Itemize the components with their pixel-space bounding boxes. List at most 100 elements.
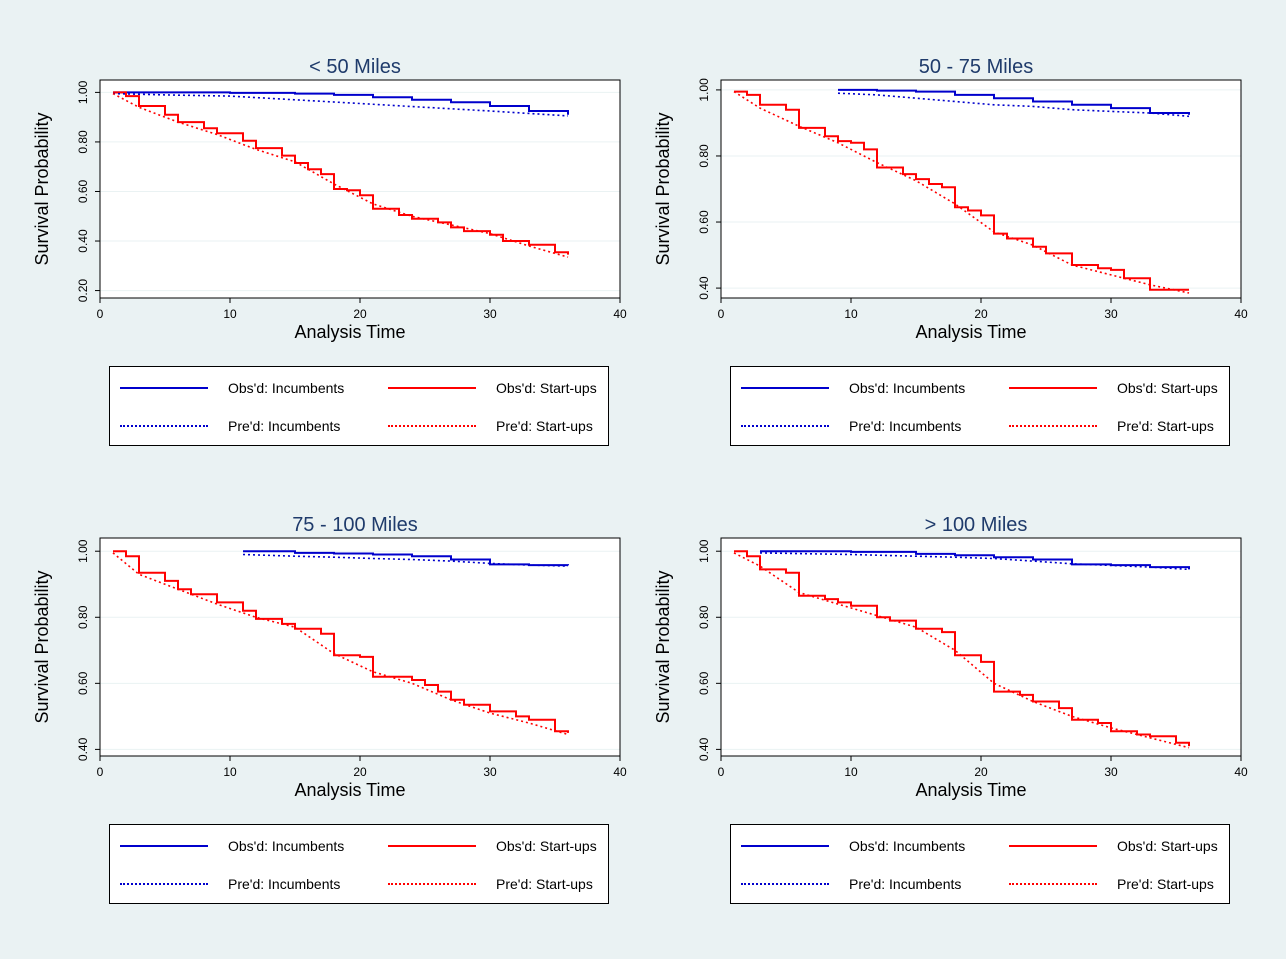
y-tick-label: 0.60 [76, 671, 90, 695]
legend-item-pred-incumbents: Pre'd: Incumbents [120, 874, 340, 894]
legend-item-obs-incumbents: Obs'd: Incumbents [120, 836, 344, 856]
plot-area [721, 80, 1241, 298]
x-tick-label: 0 [97, 765, 104, 779]
x-tick-label: 30 [483, 765, 497, 779]
legend-swatch [741, 425, 829, 427]
y-tick-label: 1.00 [697, 78, 711, 102]
legend: Obs'd: Incumbents Obs'd: Start-ups Pre'd: … [730, 824, 1230, 904]
y-tick-label: 0.20 [76, 279, 90, 303]
x-tick-label: 40 [1234, 307, 1248, 321]
y-tick-label: 1.00 [697, 539, 711, 563]
legend-label: Obs'd: Incumbents [228, 380, 345, 396]
y-tick-label: 0.60 [76, 179, 90, 203]
series-pre-d-incumbents [837, 92, 1190, 118]
legend-swatch [1009, 883, 1097, 885]
chart-title: < 50 Miles [309, 56, 401, 78]
legend-label: Pre'd: Start-ups [1117, 418, 1214, 434]
legend-item-pred-incumbents: Pre'd: Incumbents [120, 416, 340, 436]
x-tick-label: 40 [1234, 765, 1248, 779]
y-tick-label: 0.60 [697, 210, 711, 234]
legend-item-pred-startups: Pre'd: Start-ups [388, 874, 593, 894]
x-tick-label: 20 [974, 307, 988, 321]
legend-item-obs-startups: Obs'd: Start-ups [388, 378, 597, 398]
series-obs-d-start-ups [734, 90, 1189, 291]
series-pre-d-start-ups [733, 552, 1190, 749]
series-pre-d-start-ups [112, 92, 569, 258]
x-tick-label: 10 [223, 307, 237, 321]
series-obs-d-start-ups [113, 91, 569, 255]
y-tick-label: 0.40 [697, 737, 711, 761]
x-tick-label: 0 [718, 307, 725, 321]
x-tick-label: 30 [1104, 307, 1118, 321]
y-tick-label: 0.40 [76, 737, 90, 761]
y-tick-label: 0.80 [697, 144, 711, 168]
legend-item-obs-startups: Obs'd: Start-ups [1009, 836, 1218, 856]
legend-swatch [120, 387, 208, 389]
y-tick-label: 1.00 [76, 80, 90, 104]
series-pre-d-start-ups [112, 552, 569, 736]
x-axis-label: Analysis Time [915, 780, 1026, 800]
x-axis-label: Analysis Time [294, 322, 405, 342]
legend-swatch [388, 425, 476, 427]
legend-label: Pre'd: Start-ups [496, 418, 593, 434]
y-tick-label: 0.80 [76, 130, 90, 154]
y-tick-label: 0.60 [697, 671, 711, 695]
legend-label: Pre'd: Incumbents [849, 418, 962, 434]
legend-label: Obs'd: Start-ups [1117, 380, 1218, 396]
x-tick-label: 20 [974, 765, 988, 779]
legend-item-obs-incumbents: Obs'd: Incumbents [741, 378, 965, 398]
panel-gt-100-miles: > 100 Miles 0 10 20 30 40 0.40 0.60 0.80 1.00 Anal… [621, 498, 1264, 958]
x-tick-label: 40 [613, 307, 627, 321]
legend-item-obs-incumbents: Obs'd: Incumbents [120, 378, 344, 398]
series-obs-d-incumbents [838, 88, 1190, 115]
series-obs-d-incumbents [760, 550, 1190, 570]
legend-swatch [120, 845, 208, 847]
legend-label: Obs'd: Incumbents [849, 380, 966, 396]
panel-75-100-miles: 75 - 100 Miles 0 10 20 30 40 0.40 0.60 0.80 1.00 A… [0, 498, 643, 958]
legend: Obs'd: Incumbents Obs'd: Start-ups Pre'd: … [109, 824, 609, 904]
chart-svg: > 100 Miles 0 10 20 30 40 0.40 0.60 0.80 1.00 Anal… [653, 514, 1248, 800]
chart-svg: < 50 Miles 0 10 20 30 40 0.20 0.40 0.60 0.80 1.00 A… [32, 56, 627, 342]
legend-swatch [741, 845, 829, 847]
legend-item-obs-startups: Obs'd: Start-ups [388, 836, 597, 856]
legend: Obs'd: Incumbents Obs'd: Start-ups Pre'd: … [109, 366, 609, 446]
legend-label: Obs'd: Start-ups [496, 380, 597, 396]
x-tick-label: 30 [483, 307, 497, 321]
legend-swatch [388, 387, 476, 389]
x-tick-label: 30 [1104, 765, 1118, 779]
y-tick-label: 0.40 [697, 276, 711, 300]
legend-label: Pre'd: Start-ups [1117, 876, 1214, 892]
legend-swatch [388, 845, 476, 847]
legend-item-pred-startups: Pre'd: Start-ups [1009, 874, 1214, 894]
x-axis-label: Analysis Time [294, 780, 405, 800]
legend-label: Obs'd: Incumbents [228, 838, 345, 854]
legend-swatch [1009, 387, 1097, 389]
x-tick-label: 10 [223, 765, 237, 779]
series-pre-d-start-ups [733, 90, 1190, 294]
y-tick-label: 0.80 [697, 605, 711, 629]
legend-swatch [120, 883, 208, 885]
legend-swatch [1009, 845, 1097, 847]
y-tick-label: 1.00 [76, 539, 90, 563]
legend-item-obs-incumbents: Obs'd: Incumbents [741, 836, 965, 856]
series-pre-d-incumbents [242, 553, 569, 567]
x-tick-label: 0 [718, 765, 725, 779]
legend-label: Pre'd: Incumbents [228, 418, 341, 434]
legend: Obs'd: Incumbents Obs'd: Start-ups Pre'd: … [730, 366, 1230, 446]
legend-item-pred-startups: Pre'd: Start-ups [388, 416, 593, 436]
legend-swatch [1009, 425, 1097, 427]
x-tick-label: 10 [844, 765, 858, 779]
legend-label: Obs'd: Start-ups [1117, 838, 1218, 854]
legend-swatch [120, 425, 208, 427]
series-obs-d-incumbents [113, 91, 569, 115]
legend-item-pred-incumbents: Pre'd: Incumbents [741, 416, 961, 436]
x-axis-label: Analysis Time [915, 322, 1026, 342]
chart-svg: 50 - 75 Miles 0 10 20 30 40 0.40 0.60 0.80 1.00 An… [653, 56, 1248, 342]
plot-area [100, 538, 620, 756]
x-tick-label: 10 [844, 307, 858, 321]
legend-swatch [388, 883, 476, 885]
x-tick-label: 20 [353, 765, 367, 779]
chart-title: 75 - 100 Miles [292, 514, 418, 536]
y-axis-label: Survival Probability [653, 570, 673, 723]
